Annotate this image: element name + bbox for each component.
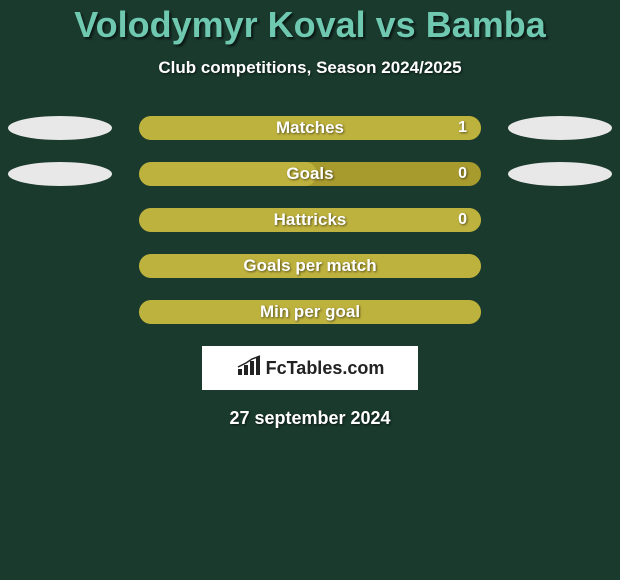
stat-row-min-per-goal: Min per goal bbox=[0, 300, 620, 324]
ellipse-right-icon bbox=[508, 116, 612, 140]
bar-label: Min per goal bbox=[139, 300, 481, 324]
bar-label: Goals per match bbox=[139, 254, 481, 278]
page-title: Volodymyr Koval vs Bamba bbox=[0, 0, 620, 46]
bar-label: Goals bbox=[139, 162, 481, 186]
bar-label: Matches bbox=[139, 116, 481, 140]
subtitle: Club competitions, Season 2024/2025 bbox=[0, 58, 620, 78]
bar-track: Goals 0 bbox=[139, 162, 481, 186]
bar-track: Goals per match bbox=[139, 254, 481, 278]
logo-box: FcTables.com bbox=[202, 346, 418, 390]
date-text: 27 september 2024 bbox=[0, 408, 620, 429]
stat-row-goals-per-match: Goals per match bbox=[0, 254, 620, 278]
bar-track: Min per goal bbox=[139, 300, 481, 324]
stat-rows: Matches 1 Goals 0 Hattricks 0 Goals per … bbox=[0, 116, 620, 324]
bar-track: Hattricks 0 bbox=[139, 208, 481, 232]
ellipse-right-icon bbox=[508, 162, 612, 186]
bar-chart-icon bbox=[236, 355, 262, 382]
logo-text: FcTables.com bbox=[266, 358, 385, 379]
bar-track: Matches 1 bbox=[139, 116, 481, 140]
bar-value: 0 bbox=[458, 162, 467, 186]
bar-value: 0 bbox=[458, 208, 467, 232]
bar-value: 1 bbox=[458, 116, 467, 140]
stat-row-matches: Matches 1 bbox=[0, 116, 620, 140]
stat-row-hattricks: Hattricks 0 bbox=[0, 208, 620, 232]
ellipse-left-icon bbox=[8, 116, 112, 140]
ellipse-left-icon bbox=[8, 162, 112, 186]
bar-label: Hattricks bbox=[139, 208, 481, 232]
stat-row-goals: Goals 0 bbox=[0, 162, 620, 186]
